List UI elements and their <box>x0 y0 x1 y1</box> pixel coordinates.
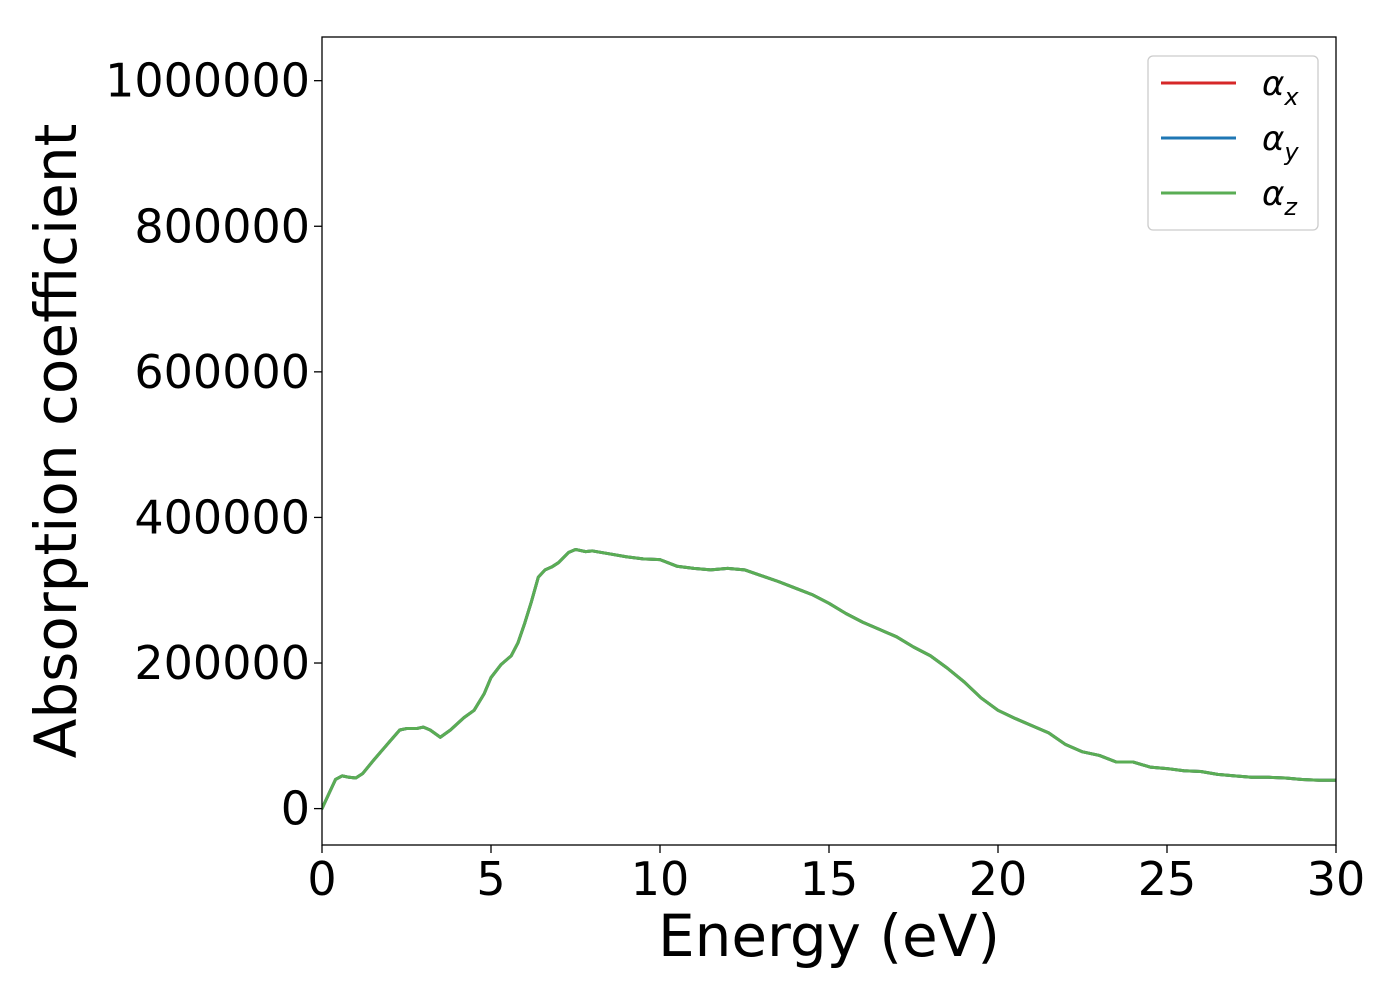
legend: αx αy αz <box>1147 55 1319 231</box>
legend-label-y: αy <box>1262 119 1299 166</box>
y-axis-label: Absorption coefficient <box>22 124 90 759</box>
y-tick-label: 800000 <box>134 199 310 253</box>
y-tick-label: 1000000 <box>105 54 310 108</box>
legend-label-x: αx <box>1262 64 1299 111</box>
y-tick-label: 400000 <box>134 490 310 544</box>
plot-layer <box>322 547 1336 811</box>
legend-label-z: αz <box>1262 174 1298 221</box>
legend-box <box>1147 55 1319 231</box>
x-tick-label: 25 <box>1138 852 1197 906</box>
y-tick-label: 600000 <box>134 345 310 399</box>
x-tick-label: 20 <box>969 852 1028 906</box>
x-axis-label: Energy (eV) <box>658 902 1000 970</box>
y-tick-label: 200000 <box>134 636 310 690</box>
x-tick-label: 30 <box>1307 852 1366 906</box>
y-axis: 0 200000 400000 600000 800000 1000000 <box>105 54 322 836</box>
x-tick-label: 10 <box>631 852 690 906</box>
x-tick-label: 5 <box>476 852 505 906</box>
x-axis: 0 5 10 15 20 25 30 <box>307 845 1365 906</box>
x-tick-label: 15 <box>800 852 859 906</box>
series-line-z <box>322 547 1336 811</box>
y-tick-label: 0 <box>281 782 310 836</box>
x-tick-label: 0 <box>307 852 336 906</box>
